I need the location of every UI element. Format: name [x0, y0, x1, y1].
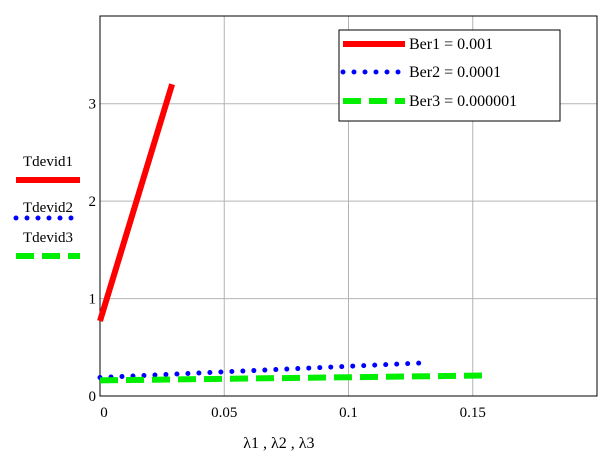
- legend-label-3: Ber3 = 0.000001: [409, 93, 517, 110]
- x-tick-labels: 0 0.05 0.1 0.15: [100, 405, 486, 421]
- y-axis-label-2: Tdevid2: [23, 200, 73, 216]
- x-tick-label: 0: [100, 405, 108, 421]
- y-axis-label-3: Tdevid3: [23, 230, 73, 246]
- legend-label-2: Ber2 = 0.0001: [409, 64, 501, 81]
- x-axis-title: λ1 , λ2 , λ3: [243, 435, 314, 452]
- series-line-1: [97, 83, 175, 322]
- y-tick-label: 3: [89, 97, 97, 113]
- legend-box: [338, 29, 561, 122]
- y-tick-label: 1: [89, 292, 97, 308]
- y-tick-label: 2: [89, 194, 97, 210]
- legend: Ber1 = 0.001 Ber2 = 0.0001 Ber3 = 0.000001: [338, 29, 561, 122]
- y-tick-label: 0: [89, 389, 97, 405]
- legend-label-1: Ber1 = 0.001: [409, 36, 493, 53]
- y-axis-labels: Tdevid1 Tdevid2 Tdevid3: [13, 154, 83, 259]
- x-tick-label: 0.05: [211, 405, 237, 421]
- series-line-3: [99, 372, 486, 384]
- plot-frame: [99, 15, 598, 397]
- x-tick-label: 0.1: [339, 405, 358, 421]
- y-axis-label-1: Tdevid1: [23, 154, 73, 170]
- x-tick-label: 0.15: [460, 405, 486, 421]
- series-line-2: [97, 360, 426, 380]
- y-tick-labels: 0 1 2 3: [89, 97, 97, 405]
- series-layer: [97, 83, 486, 384]
